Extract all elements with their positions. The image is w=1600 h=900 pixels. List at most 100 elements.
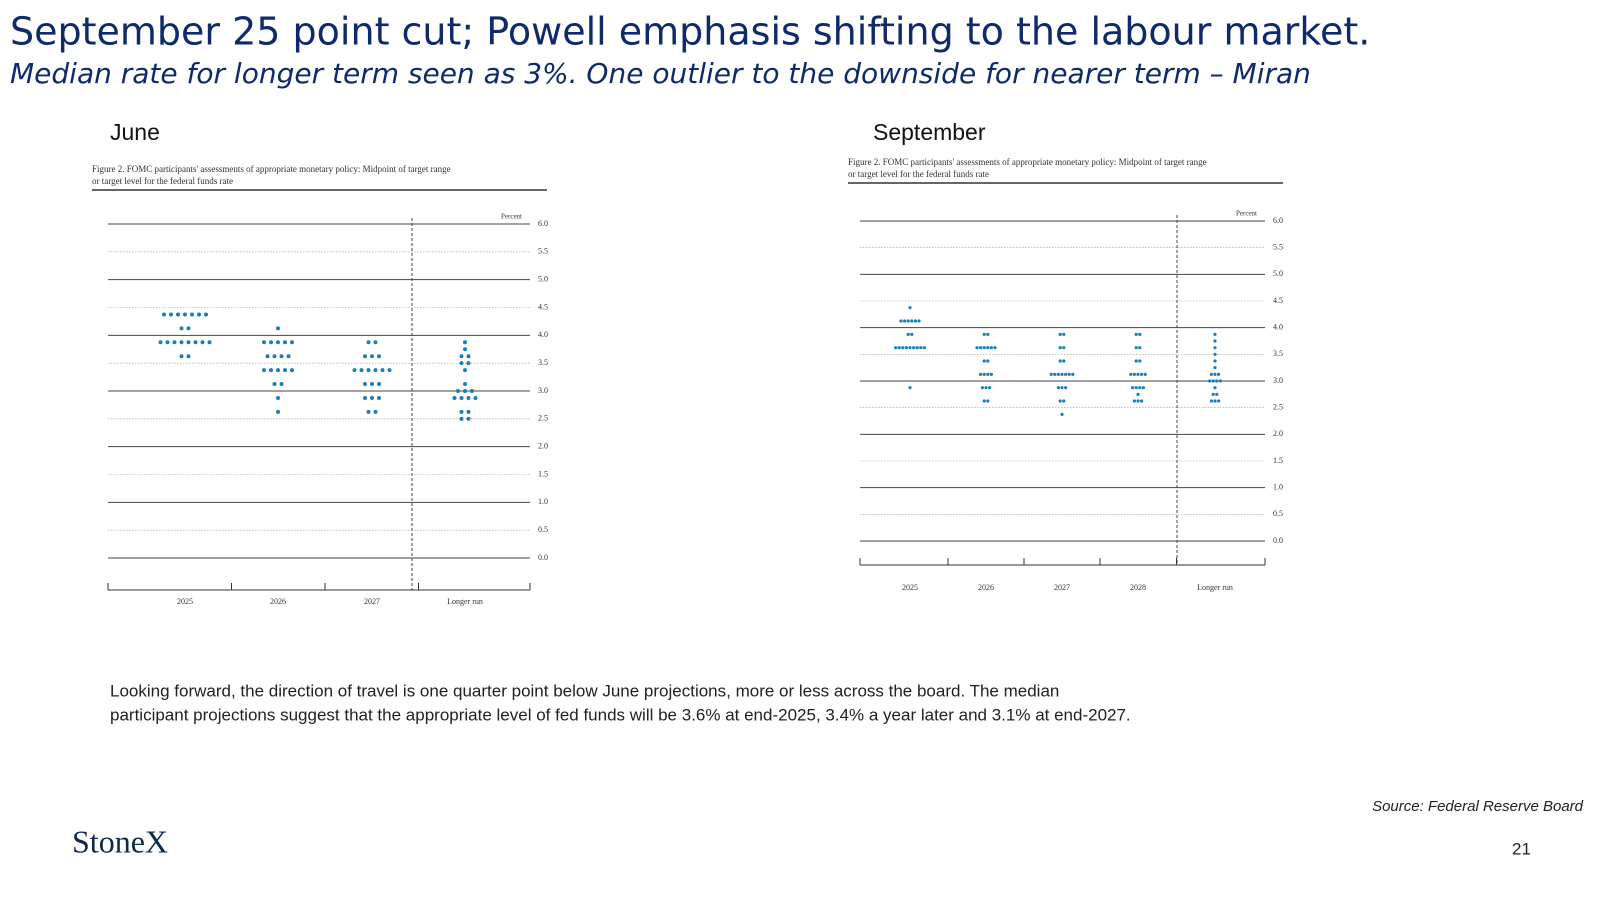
dot (290, 340, 294, 345)
dot (1213, 339, 1217, 343)
y-tick-label: 4.0 (538, 330, 548, 339)
dot (986, 399, 990, 403)
dot (1134, 332, 1138, 336)
dot (915, 346, 919, 350)
dot (186, 326, 191, 331)
dot (279, 382, 284, 387)
dot (1217, 372, 1221, 376)
dot (276, 340, 280, 345)
dot (459, 361, 464, 366)
dot (908, 386, 912, 390)
dot (470, 389, 474, 393)
dot (1064, 386, 1068, 390)
dot (980, 386, 985, 390)
title: September 25 point cut; Powell emphasis … (10, 10, 1370, 54)
dot (1134, 359, 1138, 363)
dot (363, 395, 367, 400)
source: Source: Federal Reserve Board (1372, 798, 1584, 815)
dot (276, 326, 280, 331)
x-tick-label: 2026 (978, 583, 994, 592)
y-axis-label: Percent (1236, 210, 1257, 218)
dot (919, 346, 923, 350)
body-line: Looking forward, the direction of travel… (110, 681, 1059, 700)
y-tick-label: 1.0 (538, 497, 548, 506)
y-tick-label: 4.5 (538, 302, 548, 311)
dot (1138, 359, 1142, 363)
dot (1060, 412, 1064, 416)
dot (1129, 372, 1133, 376)
y-tick-label: 2.0 (1273, 429, 1283, 438)
dot (908, 346, 912, 350)
dot (1140, 372, 1144, 376)
body-line: participant projections suggest that the… (110, 705, 1131, 724)
dot (377, 382, 381, 387)
dot (986, 332, 990, 336)
y-tick-label: 2.5 (1273, 402, 1283, 411)
y-tick-label: 2.5 (538, 414, 548, 423)
dot (1060, 372, 1064, 376)
y-tick-label: 0.5 (538, 525, 548, 534)
dot (370, 382, 374, 387)
dot (1056, 386, 1060, 390)
x-tick-label: 2028 (1130, 583, 1146, 592)
dot (910, 319, 914, 323)
dot (276, 395, 280, 400)
dot (377, 354, 381, 359)
dot (917, 319, 921, 323)
dot (380, 368, 385, 373)
x-tick-label: Longer run (447, 597, 483, 606)
dot (459, 409, 464, 414)
dot (1058, 359, 1062, 363)
y-tick-label: 4.0 (1273, 322, 1283, 331)
y-axis-label: Percent (501, 213, 522, 221)
dot (190, 312, 194, 317)
dot (899, 319, 903, 323)
dot (1131, 386, 1135, 390)
x-tick-label: 2025 (902, 583, 918, 592)
dot (910, 332, 914, 336)
dot (276, 368, 280, 373)
dot (1136, 372, 1140, 376)
dot (172, 340, 177, 345)
dot (993, 346, 997, 350)
dot (363, 354, 367, 359)
dot (269, 340, 273, 345)
dot (262, 340, 266, 345)
dot (975, 346, 979, 350)
y-tick-label: 0.0 (1273, 536, 1283, 545)
dot (1209, 372, 1213, 376)
dot (1217, 399, 1221, 403)
chart-label: September (873, 119, 986, 145)
dot (1138, 332, 1142, 336)
y-tick-label: 3.5 (1273, 349, 1283, 358)
logo: StoneX (72, 823, 168, 859)
dot (272, 382, 277, 387)
dot (1134, 346, 1138, 350)
dot (370, 395, 374, 400)
dot (466, 409, 471, 414)
y-tick-label: 4.5 (1273, 296, 1283, 305)
y-tick-label: 2.0 (538, 441, 548, 450)
dot (989, 372, 994, 376)
dot (366, 409, 371, 414)
dot (179, 326, 184, 331)
dot (276, 409, 280, 414)
dot (352, 368, 357, 373)
dot (913, 319, 918, 323)
page-number: 21 (1512, 839, 1531, 858)
y-tick-label: 0.5 (1273, 509, 1283, 518)
y-tick-label: 5.0 (538, 274, 548, 283)
dot (183, 312, 187, 317)
dot (463, 347, 467, 352)
dot (459, 354, 464, 359)
dot (452, 395, 457, 400)
dot (373, 340, 378, 345)
figure-caption: or target level for the federal funds ra… (848, 169, 989, 179)
dot (204, 312, 208, 317)
dot (1058, 332, 1062, 336)
dot (1215, 379, 1219, 383)
dot (1208, 379, 1212, 383)
dot (897, 346, 901, 350)
dot (1062, 332, 1066, 336)
dot (186, 354, 191, 359)
